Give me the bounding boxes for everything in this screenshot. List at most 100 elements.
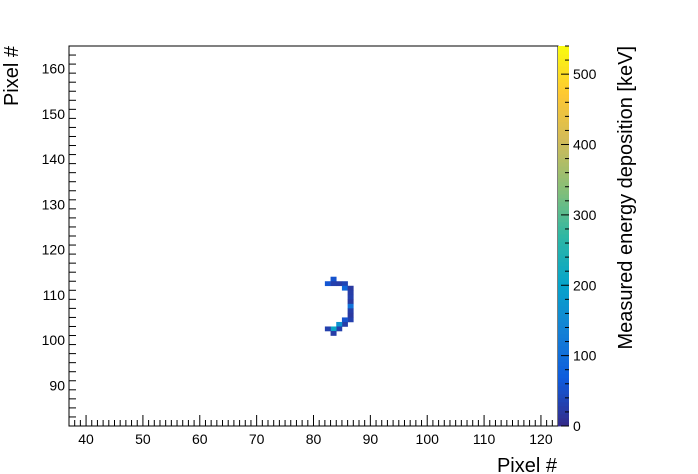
y-tick-label: 90 — [49, 377, 65, 393]
colorbar-segment — [558, 178, 569, 183]
x-tick-label: 90 — [363, 431, 379, 447]
colorbar-segment — [558, 398, 569, 403]
colorbar-segment — [558, 66, 569, 71]
colorbar-segment — [558, 186, 569, 191]
y-tick-label: 140 — [42, 151, 66, 167]
heatmap-cell — [336, 321, 343, 327]
colorbar-segment — [558, 102, 569, 107]
colorbar-segment — [558, 146, 569, 151]
x-tick-label: 80 — [306, 431, 322, 447]
colorbar-segment — [558, 278, 569, 283]
y-tick-label: 130 — [42, 196, 66, 212]
colorbar-segment — [558, 302, 569, 307]
colorbar-segment — [558, 138, 569, 143]
x-tick-label: 100 — [416, 431, 440, 447]
colorbar-segment — [558, 194, 569, 199]
colorbar-segment — [558, 110, 569, 115]
colorbar-segment — [558, 170, 569, 175]
colorbar-segment — [558, 130, 569, 135]
colorbar-segment — [558, 246, 569, 251]
colorbar-segment — [558, 242, 569, 247]
colorbar-segment — [558, 74, 569, 79]
colorbar-segment — [558, 386, 569, 391]
colorbar-tick-label: 300 — [573, 207, 597, 223]
colorbar-segment — [558, 258, 569, 263]
colorbar-segment — [558, 134, 569, 139]
colorbar-segment — [558, 270, 569, 275]
colorbar-segment — [558, 162, 569, 167]
heatmap-cell — [341, 285, 348, 291]
colorbar-segment — [558, 414, 569, 419]
colorbar-segment — [558, 190, 569, 195]
colorbar-segment — [558, 94, 569, 99]
colorbar-ticks: 0 100 200 300 400 500 — [561, 45, 597, 434]
heatmap-cell — [347, 290, 354, 296]
colorbar-segment — [558, 86, 569, 91]
y-axis-label: Pixel # — [1, 45, 23, 106]
colorbar-segment — [558, 122, 569, 127]
colorbar-segment — [558, 262, 569, 267]
colorbar-segment — [558, 182, 569, 187]
colorbar-segment — [558, 402, 569, 407]
x-tick-label: 120 — [529, 431, 553, 447]
colorbar-segment — [558, 90, 569, 95]
colorbar-tick-label: 100 — [573, 348, 597, 364]
colorbar-segment — [558, 174, 569, 179]
colorbar-segment — [558, 294, 569, 299]
colorbar-segment — [558, 234, 569, 239]
colorbar-segment — [558, 166, 569, 171]
colorbar-segment — [558, 266, 569, 271]
colorbar-segment — [558, 202, 569, 207]
colorbar-segment — [558, 250, 569, 255]
heatmap-cell — [330, 276, 337, 282]
colorbar-segment — [558, 214, 569, 219]
y-tick-label: 110 — [43, 287, 66, 303]
colorbar-segment — [558, 150, 569, 155]
colorbar-segment — [558, 306, 569, 311]
colorbar-segment — [558, 290, 569, 295]
heatmap-cell — [336, 326, 343, 332]
colorbar-segment — [558, 370, 569, 375]
x-tick-label: 60 — [192, 431, 208, 447]
heatmap-cell — [330, 326, 337, 332]
colorbar-label: Measured energy deposition [keV] — [615, 46, 637, 350]
heatmap-cell — [347, 303, 354, 309]
heatmap-cell — [324, 281, 331, 287]
heatmap-cell — [330, 281, 337, 287]
colorbar-segment — [558, 58, 569, 63]
colorbar-tick-label: 500 — [573, 66, 597, 82]
colorbar-segment — [558, 326, 569, 331]
colorbar-segment — [558, 226, 569, 231]
y-tick-label: 100 — [42, 332, 66, 348]
x-axis-label: Pixel # — [497, 455, 558, 474]
colorbar-segment — [558, 158, 569, 163]
heatmap-cell — [347, 299, 354, 305]
colorbar-segment — [558, 338, 569, 343]
colorbar-segment — [558, 350, 569, 355]
colorbar-segment — [558, 286, 569, 291]
colorbar-segment — [558, 330, 569, 335]
colorbar-segment — [558, 298, 569, 303]
colorbar-segment — [558, 354, 569, 359]
colorbar-segment — [558, 358, 569, 363]
colorbar-segment — [558, 366, 569, 371]
colorbar-segment — [558, 106, 569, 111]
colorbar-segment — [558, 222, 569, 227]
heatmap-cell — [336, 281, 343, 287]
colorbar-segment — [558, 118, 569, 123]
colorbar-segment — [558, 406, 569, 411]
colorbar-segment — [558, 318, 569, 323]
heatmap-cell — [347, 285, 354, 291]
colorbar-segment — [558, 418, 569, 423]
x-tick-label: 110 — [473, 431, 496, 447]
colorbar-segment — [558, 394, 569, 399]
colorbar-segment — [558, 274, 569, 279]
colorbar-segment — [558, 346, 569, 351]
x-tick-label: 50 — [135, 431, 151, 447]
x-tick-label: 40 — [78, 431, 94, 447]
colorbar-segment — [558, 282, 569, 287]
colorbar-segment — [558, 230, 569, 235]
colorbar — [558, 46, 569, 427]
